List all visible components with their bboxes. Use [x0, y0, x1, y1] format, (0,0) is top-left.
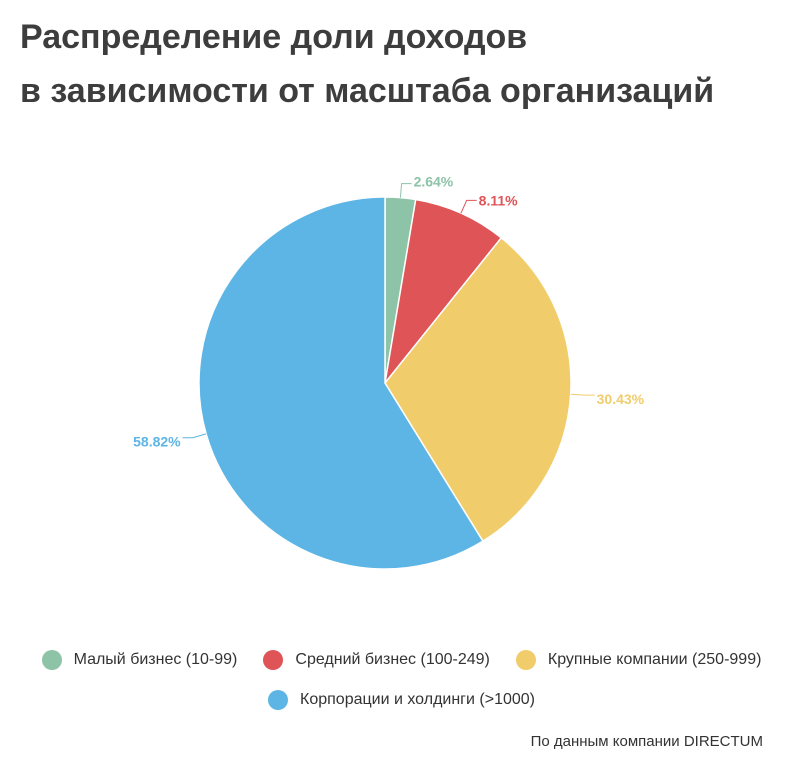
- pie-leader-line-0: [399, 183, 412, 198]
- legend-item-medium-business[interactable]: Средний бизнес (100-249): [263, 650, 490, 670]
- pie-slice-1[interactable]: [383, 198, 503, 386]
- chart-title: Распределение доли доходов в зависимости…: [20, 10, 714, 118]
- source-note: По данным компании DIRECTUM: [530, 733, 763, 750]
- chart-title-line-1: Распределение доли доходов: [20, 18, 528, 56]
- legend-label-medium-business: Средний бизнес (100-249): [295, 651, 490, 668]
- legend-item-large-companies[interactable]: Крупные компании (250-999): [515, 650, 762, 670]
- legend-swatch-corporations: [268, 690, 289, 710]
- pie-data-label-0: 2.64%: [414, 174, 454, 190]
- pie-chart: 2.64% 8.11% 30.43% 58.82%: [133, 174, 645, 570]
- chart-title-line-2: в зависимости от масштаба организаций: [20, 72, 715, 110]
- pie-data-label-3: 58.82%: [133, 434, 181, 450]
- pie-slice-2[interactable]: [384, 236, 572, 543]
- legend-label-large-companies: Крупные компании (250-999): [547, 651, 762, 668]
- pie-leader-line-2: [570, 393, 595, 396]
- pie-slice-3[interactable]: [198, 196, 484, 570]
- legend-swatch-large-companies: [515, 650, 536, 670]
- legend-label-corporations: Корпорации и холдинги (>1000): [300, 691, 535, 708]
- chart-legend: Малый бизнес (10-99) Средний бизнес (100…: [0, 640, 803, 720]
- legend-row-1: Малый бизнес (10-99) Средний бизнес (100…: [0, 640, 803, 680]
- pie-leader-line-3: [182, 433, 207, 439]
- legend-item-corporations[interactable]: Корпорации и холдинги (>1000): [268, 690, 535, 710]
- legend-swatch-medium-business: [263, 650, 284, 670]
- pie-data-label-2: 30.43%: [597, 391, 645, 407]
- legend-label-small-business: Малый бизнес (10-99): [73, 651, 238, 668]
- legend-item-small-business[interactable]: Малый бизнес (10-99): [41, 650, 238, 670]
- pie-data-label-1: 8.11%: [479, 192, 518, 208]
- pie-leader-line-1: [460, 199, 477, 214]
- legend-row-2: Корпорации и холдинги (>1000): [0, 680, 803, 720]
- legend-swatch-small-business: [41, 650, 62, 670]
